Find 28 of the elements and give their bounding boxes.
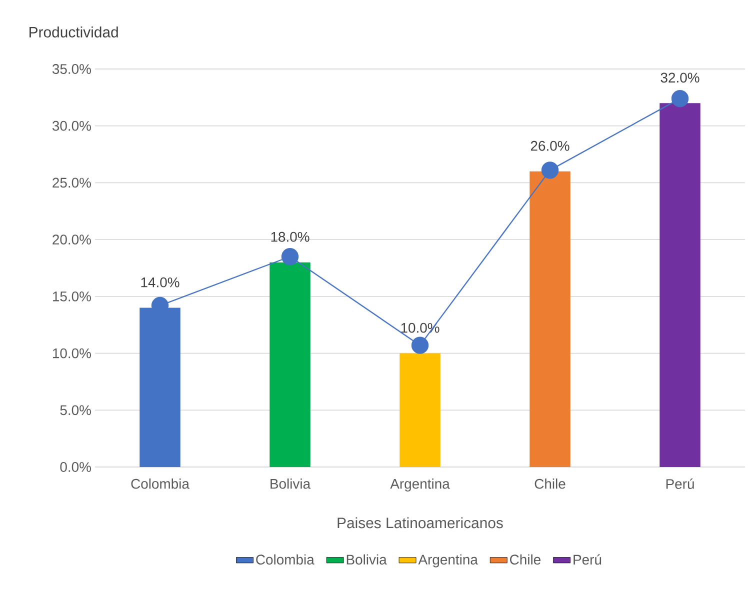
y-tick-label: 10.0% (52, 348, 91, 358)
data-label: 26.0% (530, 140, 570, 151)
y-tick-label: 30.0% (52, 120, 91, 131)
data-label: 18.0% (271, 232, 310, 242)
y-tick-label: 15.0% (52, 291, 91, 302)
legend-label: Perú (574, 554, 602, 565)
y-tick-label: 25.0% (52, 178, 91, 188)
legend-label: Chile (510, 554, 540, 565)
y-tick-label: 5.0% (60, 405, 91, 416)
x-tick-label: Colombia (131, 478, 190, 489)
point (671, 90, 689, 108)
data-label: 32.0% (660, 72, 700, 83)
x-tick-label: Chile (534, 478, 566, 489)
y-tick-label: 0.0% (60, 462, 91, 472)
x-tick-label: Bolivia (270, 478, 311, 489)
x-tick-label: Perú (666, 478, 694, 489)
legend-label: Argentina (418, 554, 478, 568)
y-tick-label: 35.0% (52, 64, 91, 74)
y-tick-label: 20.0% (52, 234, 91, 245)
x-axis-title: Paises Latinoamericanos (338, 517, 503, 528)
chart-title: Productividad (30, 26, 118, 38)
point (411, 336, 429, 354)
x-tick-label: Argentina (390, 478, 450, 492)
legend-label: Bolivia (346, 554, 387, 565)
point (281, 248, 299, 266)
legend-label: Colombia (256, 554, 314, 565)
data-label: 14.0% (141, 277, 180, 288)
point (541, 162, 559, 179)
